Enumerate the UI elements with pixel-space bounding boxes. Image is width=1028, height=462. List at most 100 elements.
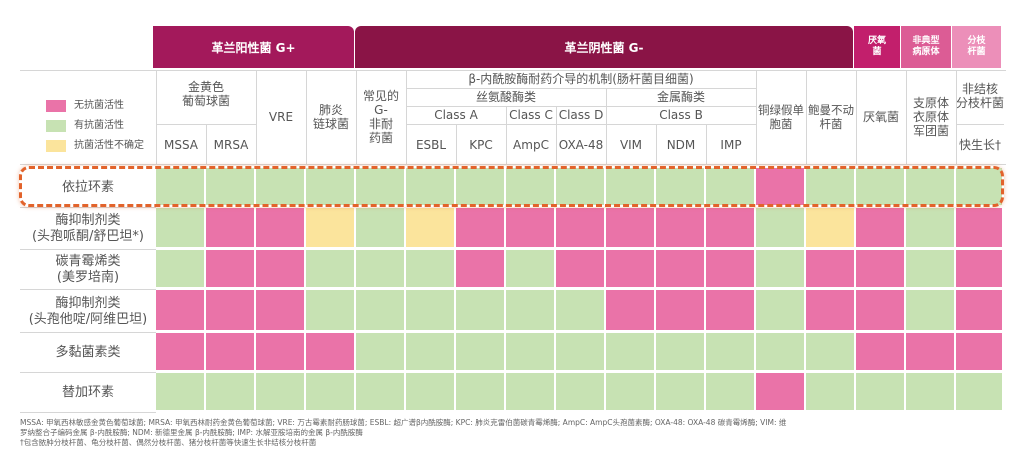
- activity-cell: [656, 373, 706, 413]
- activity-cell: [806, 333, 856, 373]
- legend-label: 无抗菌活性: [74, 100, 124, 111]
- activity-cell: [756, 373, 806, 413]
- footnotes: MSSA: 甲氧西林敏感金黄色葡萄球菌; MRSA: 甲氧西林耐药金黄色葡萄球菌…: [20, 418, 1020, 448]
- grid-divider-vertical: [556, 124, 557, 164]
- activity-cell: [756, 250, 806, 290]
- header-atypical: 支原体 衣原体 军团菌: [912, 96, 949, 138]
- anaerobe-band-label: 厌氧 菌: [867, 36, 886, 57]
- grid-divider-horizontal: [406, 106, 756, 107]
- atypical-band: 非典型 病原体: [901, 26, 951, 68]
- row-label: 碳青霉烯类 (美罗培南): [20, 250, 156, 290]
- activity-cell: [256, 373, 306, 413]
- row-divider: [20, 412, 156, 413]
- row-divider: [20, 249, 156, 250]
- grid-divider-vertical: [156, 70, 157, 164]
- activity-cell: [906, 168, 956, 208]
- legend-item: 有抗菌活性: [46, 116, 156, 136]
- activity-cell: [856, 250, 906, 290]
- header-class-b: Class B: [659, 108, 703, 122]
- activity-cell: [706, 208, 756, 250]
- header-pseudomonas: 铜绿假单 胞菌: [758, 103, 804, 131]
- activity-cell: [306, 168, 356, 208]
- row-divider: [20, 289, 156, 290]
- activity-cell: [856, 333, 906, 373]
- activity-cell: [406, 290, 456, 333]
- activity-cell: [956, 373, 1004, 413]
- activity-cell: [756, 333, 806, 373]
- gram-positive-band: 革兰阳性菌 G+: [153, 26, 354, 68]
- activity-cell: [256, 208, 306, 250]
- header-ndm: NDM: [666, 138, 696, 152]
- activity-cell: [956, 250, 1004, 290]
- activity-cell: [806, 373, 856, 413]
- header-common-g: 常见的 G- 非耐 药菌: [362, 89, 399, 145]
- row-divider: [20, 207, 156, 208]
- activity-cell: [356, 333, 406, 373]
- legend: 无抗菌活性有抗菌活性抗菌活性不确定: [46, 96, 156, 158]
- grid-divider-vertical: [256, 70, 257, 164]
- grid-divider-vertical: [656, 124, 657, 164]
- grid-divider-vertical: [556, 106, 557, 124]
- activity-cell: [206, 373, 256, 413]
- header-fast: 快生长†: [958, 138, 1001, 152]
- activity-cell: [506, 373, 556, 413]
- legend-item: 抗菌活性不确定: [46, 136, 156, 156]
- activity-cell: [156, 333, 206, 373]
- activity-cell: [706, 373, 756, 413]
- activity-cell: [356, 373, 406, 413]
- activity-cell: [906, 333, 956, 373]
- grid-divider-vertical: [406, 70, 407, 164]
- activity-cell: [956, 333, 1004, 373]
- header-anaerobe: 厌氧菌: [862, 110, 899, 124]
- grid-divider-vertical: [956, 70, 957, 164]
- activity-cell: [256, 290, 306, 333]
- activity-cell: [406, 250, 456, 290]
- header-serine: 丝氨酸酶类: [475, 90, 536, 104]
- grid-divider-vertical: [606, 124, 607, 164]
- activity-cell: [306, 373, 356, 413]
- header-beta-lactamase: β-内酰胺酶耐药介导的机制(肠杆菌目细菌): [468, 72, 694, 86]
- legend-label: 有抗菌活性: [74, 120, 124, 131]
- header-oxa48: OXA-48: [558, 138, 604, 152]
- activity-cell: [556, 373, 606, 413]
- row-divider: [20, 372, 156, 373]
- grid-divider-vertical: [706, 124, 707, 164]
- activity-cell: [456, 250, 506, 290]
- activity-cell: [606, 333, 656, 373]
- activity-cell: [506, 290, 556, 333]
- activity-cell: [706, 250, 756, 290]
- header-ntm: 非结核 分枝杆菌: [956, 82, 1005, 110]
- grid-divider-horizontal: [406, 124, 756, 125]
- grid-divider-vertical: [506, 124, 507, 164]
- activity-cell: [656, 250, 706, 290]
- activity-cell: [956, 208, 1004, 250]
- nonfermenter-band-label: 分枝 杆菌: [967, 36, 986, 57]
- grid-divider-horizontal: [20, 164, 1006, 165]
- activity-cell: [306, 333, 356, 373]
- activity-cell: [606, 168, 656, 208]
- grid-divider-horizontal: [406, 88, 756, 89]
- activity-cell: [506, 250, 556, 290]
- activity-cell: [856, 373, 906, 413]
- header-esbl: ESBL: [415, 138, 447, 152]
- header-metallo: 金属酶类: [656, 90, 705, 104]
- header-class-c: Class C: [509, 108, 553, 122]
- activity-cell: [356, 168, 406, 208]
- header-kpc: KPC: [469, 138, 493, 152]
- activity-cell: [606, 250, 656, 290]
- activity-cell: [256, 333, 306, 373]
- activity-cell: [556, 290, 606, 333]
- activity-cell: [506, 333, 556, 373]
- gram-positive-label: 革兰阳性菌 G+: [211, 40, 296, 55]
- grid-divider-vertical: [806, 70, 807, 164]
- legend-label: 抗菌活性不确定: [74, 140, 144, 151]
- header-ampc: AmpC: [513, 138, 549, 152]
- activity-cell: [706, 290, 756, 333]
- activity-cell: [406, 208, 456, 250]
- grid-divider-vertical: [456, 124, 457, 164]
- activity-cell: [456, 208, 506, 250]
- row-label: 多黏菌素类: [20, 333, 156, 373]
- header-strep: 肺炎 链球菌: [312, 103, 349, 131]
- activity-cell: [456, 290, 506, 333]
- activity-cell: [156, 290, 206, 333]
